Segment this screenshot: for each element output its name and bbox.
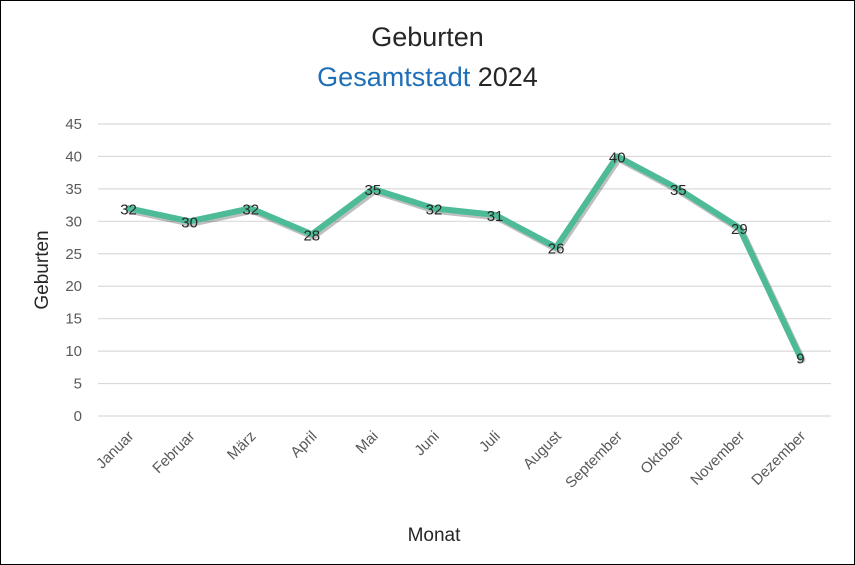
data-label: 9 — [796, 351, 804, 368]
x-tick-label: Mai — [353, 428, 382, 457]
x-axis-ticks: Januar Februar März April Mai Juni Juli AugustS… — [93, 427, 809, 491]
x-tick-label: März — [224, 428, 260, 464]
y-tick-label: 10 — [65, 343, 82, 360]
y-tick-label: 45 — [65, 116, 82, 133]
x-tick-label: August — [520, 427, 566, 473]
subtitle-region: Gesamtstadt — [317, 62, 471, 92]
data-label: 40 — [609, 149, 626, 166]
y-axis-title: Geburten — [32, 230, 53, 309]
data-label: 35 — [365, 182, 382, 199]
x-tick-label: Juli — [476, 428, 504, 456]
x-tick-label: September — [562, 428, 626, 492]
y-tick-label: 0 — [74, 408, 82, 425]
x-tick-label: April — [287, 428, 320, 461]
data-label: 32 — [426, 201, 443, 218]
data-label: 26 — [548, 240, 565, 257]
x-tick-label: Oktober — [637, 428, 687, 478]
subtitle-year: 2024 — [477, 62, 538, 92]
x-tick-label: Februar — [149, 428, 198, 477]
x-tick-label: Januar — [93, 428, 137, 472]
chart-title: Geburten — [371, 22, 484, 52]
data-label: 31 — [487, 208, 504, 225]
series-line — [125, 153, 804, 361]
gridlines — [98, 123, 831, 417]
y-tick-label: 5 — [74, 376, 82, 393]
data-label: 29 — [731, 221, 748, 238]
data-label: 35 — [670, 182, 687, 199]
y-tick-label: 25 — [65, 246, 82, 263]
x-tick-label: Dezember — [748, 428, 809, 489]
data-label: 30 — [181, 214, 198, 231]
chart-subtitle: Gesamtstadt 2024 — [0, 62, 855, 93]
x-tick-label: Juni — [411, 428, 442, 459]
data-label: 32 — [242, 201, 259, 218]
y-tick-label: 40 — [65, 148, 82, 165]
y-tick-label: 15 — [65, 311, 82, 328]
series-layer — [125, 153, 806, 364]
data-labels: 32 30 32 28 35 32 31 26 40 35 29 9 — [120, 149, 804, 367]
x-axis-title: Monat — [408, 525, 462, 546]
y-tick-label: 35 — [65, 181, 82, 198]
y-axis-ticks: 0 5 10 15 20 25 30 35 40 45 — [65, 116, 82, 425]
y-tick-label: 20 — [65, 278, 82, 295]
y-tick-label: 30 — [65, 213, 82, 230]
data-label: 28 — [303, 227, 320, 244]
x-tick-label: November — [687, 428, 748, 489]
data-label: 32 — [120, 201, 137, 218]
